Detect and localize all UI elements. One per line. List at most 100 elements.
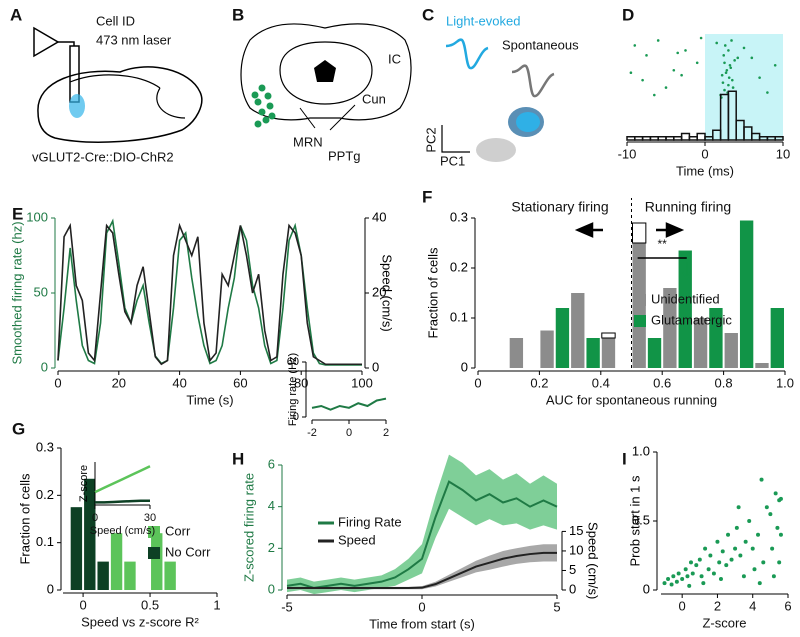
scatter-point	[768, 512, 773, 517]
diagram-text: IC	[388, 51, 401, 66]
hist-bar	[540, 330, 554, 368]
hist-bar	[770, 308, 784, 368]
brain-detail	[69, 74, 186, 119]
raster-spike	[758, 76, 761, 79]
x-tick-label: 0	[79, 597, 86, 612]
scatter-point	[750, 546, 755, 551]
raster-spike	[664, 86, 668, 89]
diagram-text: vGLUT2-Cre::DIO-ChR2	[32, 149, 174, 164]
diagram-text: Light-evoked	[446, 13, 520, 28]
series-line	[94, 465, 151, 494]
x-tick-label: 6	[784, 598, 791, 613]
diagram-text: Cell ID	[96, 13, 135, 28]
y-tick-label: 100	[26, 209, 48, 224]
y-tick-label: 2	[268, 540, 275, 555]
raster-spike	[721, 81, 725, 84]
legend-swatch	[634, 315, 646, 327]
raster-spike	[723, 88, 726, 92]
scatter-point	[726, 532, 731, 537]
laser-icon	[33, 26, 60, 58]
leader-line	[299, 104, 356, 131]
legend-label: Speed	[338, 532, 376, 547]
x-tick-label: 2	[714, 598, 721, 613]
y-tick-label: 0.3	[36, 439, 54, 454]
raster-spike	[724, 71, 728, 75]
hist-bar	[601, 338, 616, 368]
y-axis-label: Firing rate (Hz)	[287, 353, 299, 426]
hist-bar	[555, 308, 570, 368]
coronal-inner	[279, 41, 373, 105]
y-axis-label: Z-scored firing rate	[241, 473, 256, 582]
x-axis-label: AUC for spontaneous running	[546, 392, 717, 407]
scatter-point	[720, 549, 725, 554]
legend-swatch	[634, 294, 646, 306]
hist-bar	[755, 363, 769, 368]
scatter-point	[757, 581, 762, 586]
hist-bar	[110, 533, 123, 590]
y-tick-label: 60	[287, 356, 299, 368]
scatter-point	[683, 567, 688, 572]
hist-bar	[727, 90, 737, 141]
x-tick-label: -2	[307, 427, 317, 439]
y-tick-label: 0.5	[632, 512, 650, 527]
cluster-grey	[476, 138, 516, 162]
x-tick-label: 1.0	[776, 375, 794, 390]
hist-bar	[657, 136, 667, 141]
hist-bar	[641, 136, 652, 141]
diagram-text: 473 nm laser	[96, 32, 172, 47]
scatter-point	[756, 532, 761, 537]
y-axis-label: Speed (cm/s)	[380, 254, 395, 331]
hist-bar	[680, 132, 691, 141]
legend-label: Corr	[165, 523, 191, 538]
x-tick-label: 60	[233, 375, 247, 390]
scatter-point	[738, 553, 743, 558]
arrow-left	[574, 222, 603, 238]
scatter-point	[741, 574, 746, 579]
cell-dots	[251, 84, 276, 128]
raster-spike	[731, 86, 735, 89]
raster-spike	[723, 44, 727, 47]
hist-bar	[124, 561, 136, 590]
x-tick-label: 0.6	[653, 375, 671, 390]
panel-label: D	[622, 5, 634, 24]
x-tick-label: -5	[281, 599, 293, 614]
y-tick-label: 10	[569, 542, 583, 557]
scatter-point	[761, 560, 766, 565]
x-axis-label: Speed vs z-score R²	[81, 614, 199, 629]
hist-bar	[97, 561, 109, 590]
raster-spike	[672, 68, 676, 72]
aqueduct	[314, 60, 336, 82]
raster-spike	[730, 39, 733, 42]
scatter-point	[752, 567, 757, 572]
legend-label: Unidentified	[651, 291, 720, 306]
y-tick-label: 0.1	[450, 309, 468, 324]
panel-label: C	[422, 5, 434, 24]
y-tick-label: 0	[268, 581, 275, 596]
raster-spike	[695, 61, 699, 65]
hist-bar	[84, 478, 96, 590]
raster-spike	[723, 61, 726, 65]
diagram-text: PPTg	[328, 148, 361, 163]
x-axis-label: Time from start (s)	[369, 616, 475, 631]
diagram-text: MRN	[293, 134, 323, 149]
y-axis-label: Z-score	[78, 465, 90, 502]
scatter-point	[718, 576, 723, 581]
x-tick-label: -10	[618, 146, 637, 161]
scatter-point	[717, 560, 722, 565]
scatter-point	[711, 571, 716, 576]
raster-spike	[727, 49, 730, 52]
scatter-point	[701, 581, 706, 586]
y-tick-label: 0	[293, 411, 299, 423]
y-axis-label: Speed (cm/s)	[586, 522, 601, 599]
brain-outline	[37, 66, 203, 143]
hist-bar	[688, 136, 698, 141]
diagram-text: PC2	[423, 127, 438, 152]
arrow-right	[656, 222, 685, 238]
x-tick-label: 0.5	[141, 597, 159, 612]
hist-bar	[70, 507, 83, 590]
scatter-point	[734, 525, 739, 530]
raster-spike	[750, 56, 754, 60]
scatter-point	[676, 571, 681, 576]
panel-label: H	[232, 449, 244, 468]
